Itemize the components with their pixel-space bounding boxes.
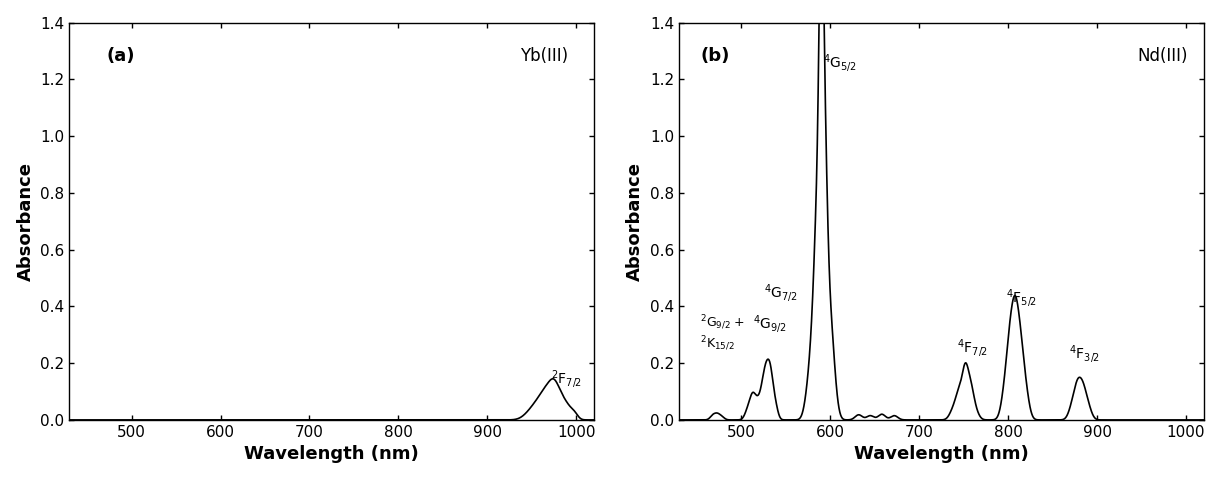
X-axis label: Wavelength (nm): Wavelength (nm) [854,445,1029,463]
X-axis label: Wavelength (nm): Wavelength (nm) [244,445,419,463]
Text: $^4$F$_{3/2}$: $^4$F$_{3/2}$ [1068,343,1100,365]
Text: $^4$G$_{9/2}$: $^4$G$_{9/2}$ [753,313,786,335]
Y-axis label: Absorbance: Absorbance [626,162,644,281]
Text: $^2$F$_{7/2}$: $^2$F$_{7/2}$ [551,369,582,390]
Text: $^4$F$_{7/2}$: $^4$F$_{7/2}$ [957,337,987,359]
Y-axis label: Absorbance: Absorbance [17,162,34,281]
Text: (a): (a) [107,47,135,64]
Text: $^4$G$_{7/2}$: $^4$G$_{7/2}$ [764,282,799,303]
Text: (b): (b) [699,47,729,64]
Text: $^4$F$_{5/2}$: $^4$F$_{5/2}$ [1006,288,1038,309]
Text: Yb(III): Yb(III) [519,47,567,64]
Text: $^2$G$_{9/2}$ +
$^2$K$_{15/2}$: $^2$G$_{9/2}$ + $^2$K$_{15/2}$ [699,314,745,353]
Text: $^4$G$_{5/2}$: $^4$G$_{5/2}$ [823,52,858,74]
Text: Nd(III): Nd(III) [1138,47,1188,64]
